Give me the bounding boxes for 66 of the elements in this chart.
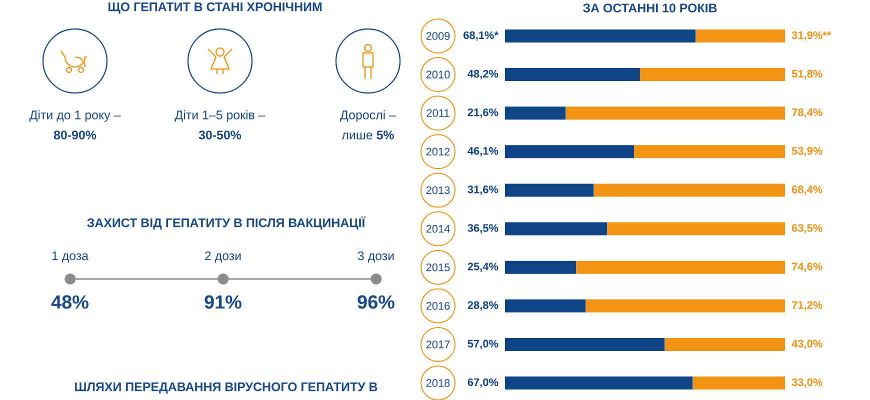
y-tick-label: 2017: [426, 340, 450, 348]
bar: [565, 106, 786, 120]
text: Дорослі –: [340, 110, 396, 122]
text: ШЛЯХИ ПЕРЕДАВАННЯ ВІРУСНОГО ГЕПАТИТУ В: [75, 382, 378, 394]
bar: [505, 260, 576, 274]
bar: [505, 338, 665, 351]
text: 80-90%: [54, 130, 96, 140]
data-label: 78,4%: [792, 108, 822, 118]
text: 96%: [358, 295, 394, 309]
data-label: 33,0%: [792, 378, 822, 388]
bar: [505, 68, 640, 82]
category-label: 1 доза: [52, 251, 89, 263]
data-label: 36,5%: [468, 224, 498, 234]
bar: [696, 30, 786, 42]
bar: [505, 299, 586, 312]
text: Діти до 1 року –: [29, 110, 121, 122]
category-label: 3 дози: [358, 251, 394, 263]
bar: [692, 376, 786, 390]
data-label: 28,8%: [468, 301, 498, 311]
bar: [634, 145, 786, 158]
data-label: 74,6%: [792, 262, 822, 272]
text: лише 5%: [342, 130, 394, 140]
y-tick-label: 2011: [426, 109, 450, 117]
bar: [505, 145, 634, 158]
bar: [505, 30, 696, 42]
bar: [576, 260, 786, 274]
y-tick-label: 2015: [426, 263, 450, 272]
text: ЗАХИСТ ВІД ГЕПАТИТУ В ПІСЛЯ ВАКЦИНАЦІЇ: [87, 216, 366, 230]
data-label: 46,1%: [468, 147, 498, 156]
bar: [607, 222, 786, 236]
data-label: 48,2%: [468, 70, 498, 80]
bar: [640, 68, 786, 82]
text: 48%: [51, 295, 88, 309]
bar: [505, 376, 693, 390]
bar: [505, 184, 594, 197]
y-tick-label: 2014: [426, 224, 450, 233]
text: 91%: [204, 295, 242, 309]
bar: [505, 222, 608, 236]
category-label: 2 дози: [205, 251, 241, 263]
bar: [664, 338, 786, 351]
data-label: 43,0%: [792, 340, 822, 350]
data-label: 68,1%*: [464, 31, 498, 41]
chart-title: ЗА ОСТАННІ 10 РОКІВ: [583, 4, 717, 12]
data-label: 31,6%: [468, 186, 498, 195]
data-label: 67,0%: [468, 378, 498, 388]
text: ЩО ГЕПАТИТ В СТАНІ ХРОНІЧНИМ: [108, 2, 322, 14]
bar: [505, 106, 566, 120]
text: 30-50%: [198, 130, 242, 140]
y-tick-label: 2013: [426, 186, 450, 194]
data-label: 57,0%: [468, 340, 498, 350]
bar: [593, 184, 786, 197]
data-label: 68,4%: [792, 186, 822, 195]
y-tick-label: 2009: [426, 32, 450, 40]
data-label: 53,9%: [792, 147, 822, 156]
bar: [586, 299, 786, 312]
y-tick-label: 2016: [426, 302, 450, 310]
text: Діти 1–5 років –: [174, 110, 266, 122]
y-tick-label: 2018: [426, 379, 450, 387]
data-label: 31,9%**: [792, 31, 832, 41]
y-tick-label: 2010: [426, 70, 450, 78]
data-label: 71,2%: [792, 301, 822, 311]
data-label: 25,4%: [468, 262, 498, 272]
data-label: 21,6%: [468, 108, 498, 118]
data-label: 51,8%: [792, 70, 822, 80]
y-tick-label: 2012: [426, 148, 450, 156]
data-label: 63,5%: [792, 224, 822, 234]
